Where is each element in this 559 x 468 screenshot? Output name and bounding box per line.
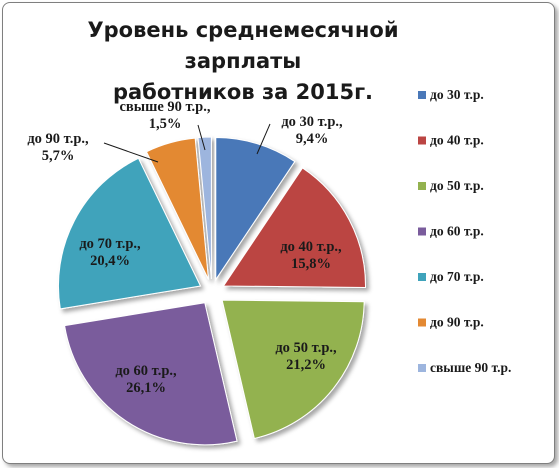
legend: до 30 т.р. до 40 т.р. до 50 т.р. до 60 т.р.… <box>418 87 511 375</box>
legend-label-до-90-т-р: до 90 т.р. <box>430 315 484 330</box>
pie-slice-до-30-т-р <box>215 137 296 282</box>
legend-swatch-до-40-т-р <box>418 136 426 145</box>
legend-swatch-до-30-т-р <box>418 91 426 99</box>
legend-swatch-свыше-90-т-р <box>418 364 426 372</box>
leader-line-до-30-т-р <box>256 123 271 155</box>
data-label-свыше-90-т-р: свыше 90 т.р., 1,5% <box>120 99 211 132</box>
pie-slice-до-60-т-р <box>64 302 238 446</box>
chart-title: Уровень среднемесячной зарплаты работник… <box>33 15 453 108</box>
legend-label-до-60-т-р: до 60 т.р. <box>430 224 484 239</box>
legend-label-до-50-т-р: до 50 т.р. <box>430 178 484 193</box>
pie-slice-до-90-т-р <box>145 137 209 280</box>
pie-slice-свыше-90-т-р <box>197 136 212 280</box>
pie-slice-до-50-т-р <box>221 299 365 440</box>
data-label-до-40-т-р: до 40 т.р., 15,8% <box>280 239 342 272</box>
pie-slices <box>58 136 366 446</box>
legend-swatch-до-70-т-р <box>418 273 426 281</box>
data-label-до-30-т-р: до 30 т.р., 9,4% <box>281 114 343 147</box>
leader-line-свыше-90-т-р <box>197 124 206 151</box>
data-label-до-70-т-р: до 70 т.р., 20,4% <box>79 236 141 269</box>
data-label-до-60-т-р: до 60 т.р., 26,1% <box>115 363 177 396</box>
legend-swatch-до-90-т-р <box>418 318 426 327</box>
data-labels: до 30 т.р., 9,4% до 40 т.р., 15,8% до 50 т.р… <box>27 99 343 396</box>
leader-line-до-90-т-р <box>103 142 159 163</box>
data-label-до-90-т-р: до 90 т.р., 5,7% <box>27 131 89 164</box>
legend-swatch-до-60-т-р <box>418 227 426 236</box>
legend-label-свыше-90-т-р: свыше 90 т.р. <box>430 360 511 375</box>
pie-slice-до-70-т-р <box>58 157 202 310</box>
legend-swatch-до-50-т-р <box>418 182 426 190</box>
legend-label-до-30-т-р: до 30 т.р. <box>430 87 484 102</box>
legend-label-до-70-т-р: до 70 т.р. <box>430 269 484 284</box>
chart-title-line-2: работников за 2015г. <box>112 80 374 104</box>
chart-title-line-1: Уровень среднемесячной зарплаты <box>87 18 399 73</box>
legend-label-до-40-т-р: до 40 т.р. <box>430 133 484 148</box>
leader-lines <box>103 123 271 163</box>
pie-slice-до-40-т-р <box>222 167 366 289</box>
data-label-до-50-т-р: до 50 т.р., 21,2% <box>275 340 337 373</box>
